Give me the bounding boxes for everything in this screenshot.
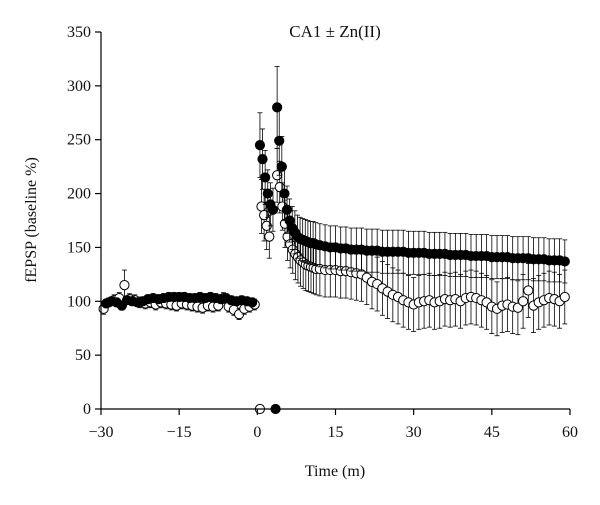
y-tick-label: 150: [67, 239, 91, 256]
x-axis-label: Time (m): [305, 463, 365, 480]
y-tick-label: 300: [67, 78, 91, 95]
plot-area: [98, 66, 570, 415]
series-filled: [101, 66, 570, 415]
data-point: [257, 154, 268, 165]
y-tick-label: 350: [67, 24, 91, 41]
y-tick-label: 200: [67, 186, 91, 203]
data-point: [279, 188, 290, 199]
x-tick-label: −30: [88, 424, 113, 441]
data-point: [262, 188, 273, 199]
data-point: [119, 280, 130, 291]
axes: 0 50 100 150 200 250 300 350 −30 −15 0 15 30 45 60: [67, 24, 578, 441]
data-point: [254, 140, 266, 151]
data-point: [260, 172, 271, 183]
data-point: [256, 201, 267, 212]
y-tick-label: 100: [67, 293, 91, 310]
data-point: [559, 291, 570, 303]
data-point: [274, 135, 285, 146]
x-tick-label: 60: [562, 424, 578, 441]
y-tick-label: 250: [67, 132, 91, 149]
x-tick-label: −15: [167, 424, 192, 441]
x-tick-label: 0: [253, 424, 261, 441]
data-point: [518, 296, 529, 307]
data-point: [264, 231, 275, 242]
series-open: [98, 147, 570, 415]
chart-title: CA1 ± Zn(II): [289, 22, 380, 41]
y-tick-label: 0: [83, 401, 91, 418]
data-point: [559, 256, 570, 267]
x-tick-label: 30: [406, 424, 422, 441]
x-tick-label: 15: [328, 424, 344, 441]
y-axis-label: fEPSP (baseline %): [23, 157, 40, 283]
data-point: [247, 297, 258, 308]
x-tick-label: 45: [484, 424, 500, 441]
data-point: [523, 285, 534, 296]
y-tick-label: 50: [75, 347, 91, 364]
data-point: [272, 102, 283, 113]
data-point: [267, 204, 279, 215]
